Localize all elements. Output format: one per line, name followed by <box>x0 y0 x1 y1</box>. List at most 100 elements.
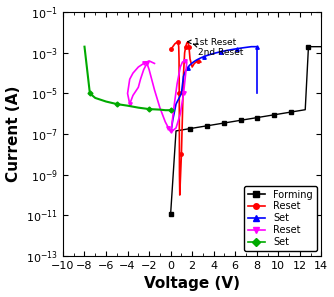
Reset <box>184 45 188 48</box>
Reset <box>136 65 140 69</box>
Reset <box>126 92 130 95</box>
Reset <box>175 82 179 86</box>
Reset <box>176 40 180 44</box>
Set <box>194 59 198 62</box>
Set <box>190 61 194 65</box>
Reset <box>131 71 135 75</box>
Set <box>239 46 243 50</box>
Set <box>249 45 254 48</box>
Set <box>237 47 241 50</box>
Set <box>88 92 92 95</box>
Reset <box>142 68 146 71</box>
Set <box>245 45 249 49</box>
Reset <box>166 126 170 130</box>
Reset <box>177 173 181 176</box>
Reset <box>176 41 180 44</box>
Set <box>104 100 108 103</box>
Set <box>241 46 245 50</box>
Set <box>179 92 183 95</box>
Reset <box>199 60 203 64</box>
Reset <box>169 48 173 51</box>
Reset <box>183 51 187 55</box>
Text: 1st Reset: 1st Reset <box>188 38 236 47</box>
Set <box>169 129 173 132</box>
Set <box>198 56 202 60</box>
Set <box>218 50 222 53</box>
Set <box>206 53 210 57</box>
Reset <box>182 92 186 95</box>
Set <box>163 108 167 112</box>
Set <box>181 75 185 78</box>
Reset <box>128 78 132 81</box>
Forming <box>217 122 221 126</box>
Line: Reset: Reset <box>126 59 188 134</box>
Reset <box>184 59 188 62</box>
Forming <box>195 126 199 129</box>
Set <box>231 48 235 51</box>
Set <box>169 108 173 112</box>
Reset <box>180 60 184 64</box>
Line: Forming: Forming <box>169 45 323 216</box>
Reset <box>192 62 196 65</box>
Set <box>200 56 204 59</box>
Forming <box>207 124 211 127</box>
Reset <box>178 112 182 116</box>
Set <box>192 60 196 64</box>
Set <box>229 48 233 51</box>
Line: Set: Set <box>169 45 259 132</box>
Text: 2nd Reset: 2nd Reset <box>193 44 243 57</box>
Reset <box>177 45 181 48</box>
Set <box>243 46 247 49</box>
Line: Reset: Reset <box>169 40 202 197</box>
Set <box>115 102 119 106</box>
Reset <box>187 45 191 48</box>
Set <box>82 45 87 48</box>
Reset <box>177 57 181 61</box>
Reset <box>142 62 146 65</box>
Reset <box>169 130 173 134</box>
Reset <box>153 62 157 65</box>
Reset <box>186 41 190 45</box>
Set <box>174 102 178 106</box>
Set <box>136 106 140 109</box>
Set <box>233 47 237 51</box>
Reset <box>183 59 187 63</box>
Reset <box>163 120 167 124</box>
Reset <box>171 45 175 48</box>
Reset <box>185 60 189 64</box>
Set <box>235 47 239 50</box>
Set <box>225 49 229 52</box>
Reset <box>184 59 188 63</box>
Reset <box>172 106 176 109</box>
Set <box>216 50 220 54</box>
Legend: Forming, Reset, Set, Reset, Set: Forming, Reset, Set, Reset, Set <box>244 186 317 251</box>
Forming <box>212 123 216 127</box>
Reset <box>179 153 183 156</box>
Set <box>214 51 218 55</box>
Set <box>126 104 130 108</box>
Set <box>196 58 200 61</box>
Reset <box>178 179 182 183</box>
Set <box>255 45 259 48</box>
Reset <box>139 78 143 81</box>
Reset <box>184 71 188 75</box>
Set <box>227 48 231 52</box>
Reset <box>188 57 192 61</box>
Set <box>212 51 216 55</box>
Reset <box>178 193 182 197</box>
Reset <box>145 62 149 65</box>
Forming <box>319 45 323 48</box>
Reset <box>182 71 186 75</box>
Reset <box>173 42 177 45</box>
Reset <box>153 88 157 92</box>
Set <box>82 45 87 48</box>
Set <box>208 53 212 56</box>
Reset <box>131 94 135 97</box>
Set <box>171 118 175 122</box>
Reset <box>128 102 132 106</box>
Reset <box>147 59 151 63</box>
Reset <box>186 40 190 44</box>
Reset <box>174 126 178 130</box>
Set <box>186 66 190 69</box>
Forming <box>260 115 264 119</box>
